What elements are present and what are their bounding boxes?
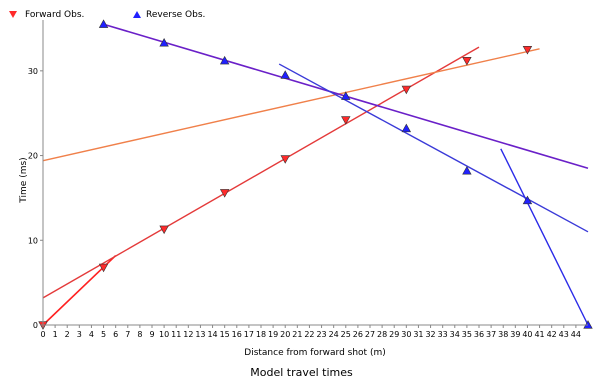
reverse-obs-point-6 [401, 123, 412, 133]
x-tick-label: 35 [462, 330, 472, 339]
x-tick-label: 7 [125, 330, 130, 339]
legend-forward-label: Forward Obs. [25, 10, 84, 20]
x-tick-label: 11 [171, 330, 181, 339]
y-tick-label: 20 [28, 152, 38, 161]
x-tick-label: 10 [159, 330, 169, 339]
forward-obs-point-3 [159, 225, 169, 235]
reverse-obs-point-4 [280, 70, 290, 79]
x-tick-label: 8 [137, 330, 142, 339]
reverse-obs-point-5 [341, 91, 351, 100]
x-tick-label: 14 [207, 330, 217, 339]
x-tick-label: 5 [101, 330, 106, 339]
x-tick-label: 16 [232, 330, 242, 339]
y-ticks: 0 10 20 30 [28, 67, 43, 330]
x-axis-label: Distance from forward shot (m) [244, 348, 385, 358]
x-tick-label: 38 [498, 330, 508, 339]
x-tick-label: 39 [510, 330, 520, 339]
travel-time-chart: 0 1 2 3 4 5 6 7 8 9 10 11 12 13 14 15 16 17 18 19 20 21 22 23 24… [9, 10, 593, 358]
x-tick-label: 13 [195, 330, 205, 339]
x-tick-label: 1 [53, 330, 58, 339]
x-tick-label: 34 [450, 330, 460, 339]
x-tick-label: 33 [438, 330, 448, 339]
forward-obs-point-7 [401, 85, 412, 95]
x-tick-label: 40 [522, 330, 532, 339]
plot-background [43, 20, 588, 325]
x-tick-label: 4 [89, 330, 94, 339]
fit-line-6 [500, 148, 589, 326]
x-tick-label: 36 [474, 330, 484, 339]
x-tick-label: 31 [413, 330, 423, 339]
legend-reverse-label: Reverse Obs. [146, 10, 205, 20]
fit-line-3 [42, 48, 540, 162]
x-tick-label: 19 [268, 330, 278, 339]
x-tick-label: 23 [316, 330, 326, 339]
reverse-obs-point-2 [159, 38, 169, 47]
x-tick-label: 28 [377, 330, 387, 339]
x-ticks: 0 1 2 3 4 5 6 7 8 9 10 11 12 13 14 15 16 17 18 19 20 21 22 23 24… [40, 325, 581, 339]
forward-obs-point-2 [98, 263, 109, 273]
reverse-obs-point-3 [219, 55, 230, 65]
x-tick-label: 29 [389, 330, 399, 339]
x-tick-label: 32 [425, 330, 435, 339]
reverse-obs-point-8 [522, 195, 533, 205]
legend-forward-marker [9, 11, 17, 18]
fit-line-5 [278, 63, 589, 233]
forward-obs-point-6 [341, 116, 351, 125]
x-tick-label: 27 [365, 330, 375, 339]
x-tick-label: 15 [220, 330, 230, 339]
x-tick-label: 9 [149, 330, 154, 339]
y-tick-label: 0 [33, 321, 38, 330]
fit-lines [42, 23, 589, 326]
x-tick-label: 24 [329, 330, 339, 339]
x-tick-label: 18 [256, 330, 266, 339]
x-tick-label: 21 [292, 330, 302, 339]
x-tick-label: 41 [534, 330, 544, 339]
x-tick-label: 2 [65, 330, 70, 339]
x-tick-label: 3 [77, 330, 82, 339]
chart-caption: Model travel times [250, 366, 353, 379]
reverse-obs-point-7 [462, 165, 472, 175]
y-axis-label: Time (ms) [19, 157, 29, 203]
x-tick-label: 17 [244, 330, 254, 339]
forward-obs-point-4 [219, 189, 230, 198]
x-tick-label: 0 [40, 330, 45, 339]
y-tick-label: 30 [28, 67, 38, 76]
x-tick-label: 42 [547, 330, 557, 339]
forward-obs-point-9 [522, 45, 533, 55]
legend: Forward Obs. Reverse Obs. [9, 10, 205, 20]
x-tick-label: 22 [304, 330, 314, 339]
x-tick-label: 30 [401, 330, 411, 339]
x-tick-label: 44 [571, 330, 581, 339]
x-tick-label: 20 [280, 330, 290, 339]
forward-obs-point-5 [280, 155, 290, 164]
x-tick-label: 12 [183, 330, 193, 339]
x-tick-label: 25 [341, 330, 351, 339]
forward-obs-point-8 [462, 57, 472, 66]
x-tick-label: 26 [353, 330, 363, 339]
x-tick-label: 6 [113, 330, 118, 339]
series-markers [38, 19, 593, 330]
x-tick-label: 37 [486, 330, 496, 339]
legend-reverse-marker [133, 11, 141, 18]
x-tick-label: 43 [559, 330, 569, 339]
reverse-obs-point-1 [98, 19, 109, 28]
y-tick-label: 10 [28, 236, 38, 245]
